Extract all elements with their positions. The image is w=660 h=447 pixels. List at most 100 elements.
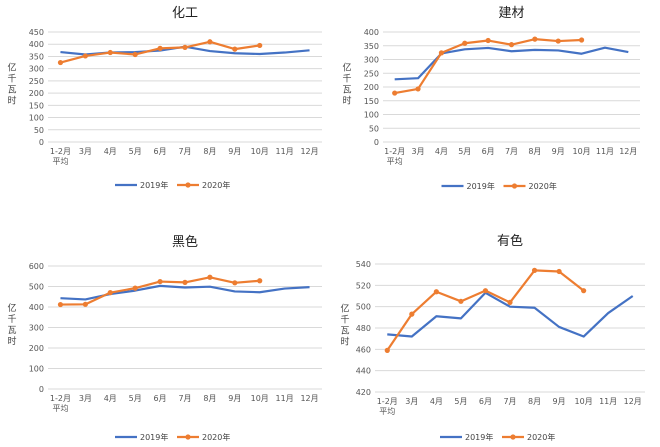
y-tick-label: 420 bbox=[356, 388, 371, 397]
data-point bbox=[531, 267, 538, 273]
x-tick-label: 7月 bbox=[178, 394, 191, 403]
chart-title: 有色 bbox=[497, 233, 523, 249]
data-point bbox=[415, 86, 421, 92]
x-tick-label: 10月 bbox=[251, 394, 269, 403]
series-line-2019年 bbox=[387, 291, 634, 338]
legend-label: 2020年 bbox=[527, 432, 555, 442]
y-tick-label: 400 bbox=[29, 40, 44, 49]
legend-label: 2019年 bbox=[140, 180, 168, 190]
y-tick-label: 0 bbox=[39, 138, 44, 147]
y-tick-label: 100 bbox=[29, 114, 44, 123]
x-tick-label: 6月 bbox=[479, 397, 492, 406]
x-tick-label: 9月 bbox=[553, 397, 566, 406]
x-tick-label: 1-2月平均 bbox=[50, 394, 71, 413]
data-point bbox=[508, 42, 515, 48]
x-tick-label: 8月 bbox=[528, 397, 541, 406]
x-tick-label: 3月 bbox=[411, 147, 424, 156]
x-tick-label: 8月 bbox=[203, 394, 216, 403]
legend-marker bbox=[185, 182, 191, 188]
chart-title: 黑色 bbox=[172, 234, 198, 250]
x-tick-label: 7月 bbox=[505, 147, 518, 156]
data-point bbox=[556, 268, 562, 275]
x-tick-label: 5月 bbox=[454, 397, 467, 406]
legend-label: 2019年 bbox=[465, 432, 493, 442]
x-tick-label: 11月 bbox=[596, 147, 614, 156]
x-tick-label: 1-2月平均 bbox=[50, 147, 71, 166]
chart-panel-3: 黑色 0 100 200 300 400 500 600 亿千瓦时 1-2月平均 3月 4月 5月 6月 7… bbox=[7, 234, 322, 442]
data-point bbox=[207, 39, 213, 45]
legend-label: 2019年 bbox=[467, 181, 495, 191]
y-tick-label: 520 bbox=[356, 281, 371, 290]
x-tick-label: 4月 bbox=[430, 397, 443, 406]
y-tick-label: 600 bbox=[29, 262, 44, 271]
data-point bbox=[57, 301, 64, 308]
data-point bbox=[458, 298, 464, 304]
data-point bbox=[132, 285, 138, 291]
y-tick-label: 100 bbox=[29, 365, 44, 374]
y-tick-label: 300 bbox=[29, 65, 44, 74]
y-tick-label: 450 bbox=[29, 28, 44, 37]
data-point bbox=[384, 347, 390, 353]
legend-label: 2019年 bbox=[140, 432, 168, 442]
data-point bbox=[107, 49, 113, 56]
x-tick-label: 4月 bbox=[104, 147, 117, 156]
data-point bbox=[482, 288, 489, 294]
data-point bbox=[433, 289, 439, 295]
x-tick-label: 10月 bbox=[572, 147, 590, 156]
series-line-2019年 bbox=[394, 46, 629, 81]
y-tick-label: 500 bbox=[356, 303, 371, 312]
x-tick-label: 6月 bbox=[154, 394, 167, 403]
y-tick-label: 400 bbox=[364, 28, 379, 37]
data-point bbox=[232, 46, 238, 52]
x-tick-label: 8月 bbox=[528, 147, 541, 156]
data-point bbox=[82, 53, 88, 59]
chart-panel-4: 有色 420 440 460 480 500 520 540 亿千瓦时 1-2月平均 3月 4月 5月 6… bbox=[340, 233, 645, 442]
y-tick-label: 100 bbox=[364, 111, 379, 120]
chart-title: 建材 bbox=[498, 6, 524, 21]
y-tick-label: 150 bbox=[364, 97, 379, 106]
data-point bbox=[182, 279, 188, 285]
x-tick-label: 5月 bbox=[129, 147, 142, 156]
legend-marker bbox=[185, 434, 191, 440]
data-point bbox=[409, 311, 415, 317]
data-point bbox=[132, 51, 138, 58]
legend: 2019年 2020年 bbox=[440, 432, 555, 442]
y-tick-label: 250 bbox=[364, 69, 379, 78]
y-tick-label: 300 bbox=[364, 56, 379, 65]
x-tick-label: 1-2月平均 bbox=[384, 147, 405, 166]
data-point bbox=[485, 37, 491, 44]
y-axis-label: 亿千瓦时 bbox=[342, 62, 351, 107]
data-point bbox=[157, 278, 163, 285]
y-tick-label: 200 bbox=[364, 83, 379, 92]
x-tick-label: 9月 bbox=[552, 147, 565, 156]
y-tick-label: 480 bbox=[356, 324, 371, 333]
x-tick-label: 9月 bbox=[228, 394, 241, 403]
y-tick-label: 200 bbox=[29, 344, 44, 353]
x-tick-label: 11月 bbox=[599, 397, 617, 406]
x-tick-label: 12月 bbox=[300, 394, 318, 403]
data-point bbox=[462, 40, 468, 46]
y-tick-label: 200 bbox=[29, 89, 44, 98]
x-tick-label: 4月 bbox=[435, 147, 448, 156]
data-point bbox=[257, 42, 263, 49]
y-tick-label: 300 bbox=[29, 324, 44, 333]
x-tick-label: 5月 bbox=[458, 147, 471, 156]
chart-panel-1: 化工 0 50 100 150 200 250 300 350 400 450 亿千瓦时 1-2月平均 3… bbox=[7, 6, 322, 190]
x-tick-label: 7月 bbox=[503, 397, 516, 406]
data-point bbox=[107, 290, 113, 296]
x-tick-label: 3月 bbox=[79, 147, 92, 156]
data-point bbox=[82, 301, 88, 307]
legend-label: 2020年 bbox=[202, 180, 230, 190]
x-tick-label: 12月 bbox=[300, 147, 318, 156]
data-point bbox=[232, 280, 238, 286]
legend-marker bbox=[510, 434, 516, 440]
x-tick-label: 4月 bbox=[104, 394, 117, 403]
legend-label: 2020年 bbox=[202, 432, 230, 442]
legend: 2019年 2020年 bbox=[115, 432, 230, 442]
chart-title: 化工 bbox=[172, 6, 198, 21]
x-tick-label: 7月 bbox=[178, 147, 191, 156]
y-tick-label: 0 bbox=[39, 385, 44, 394]
x-tick-label: 10月 bbox=[575, 397, 593, 406]
data-point bbox=[157, 45, 163, 51]
